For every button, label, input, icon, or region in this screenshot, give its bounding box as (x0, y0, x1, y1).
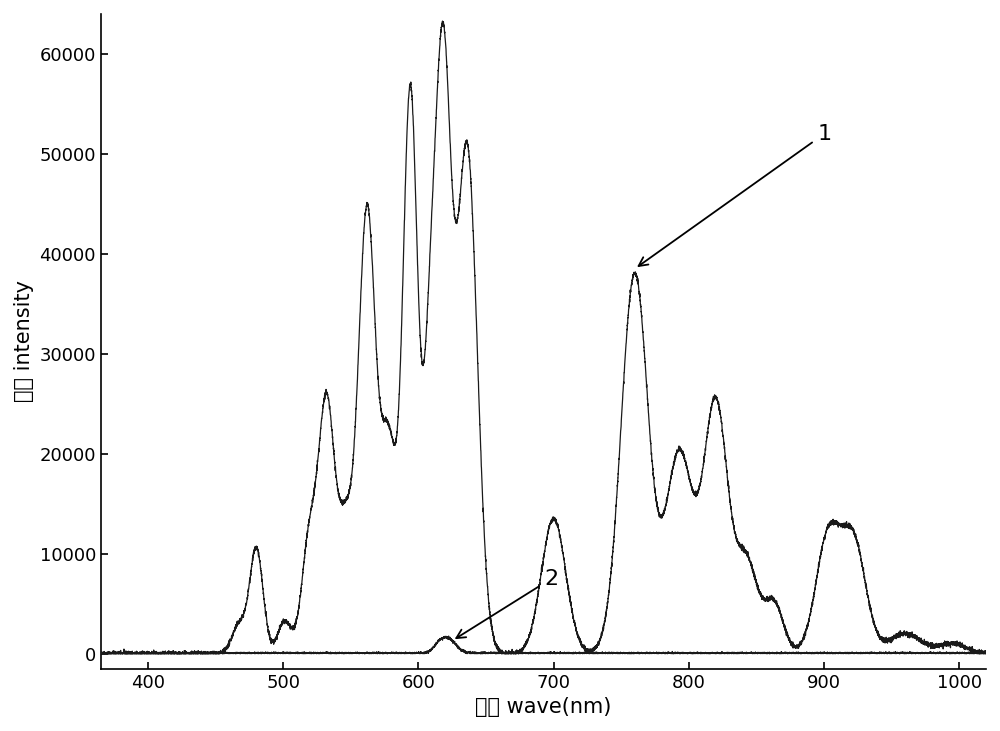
X-axis label: 波长 wave(nm): 波长 wave(nm) (475, 697, 612, 717)
Text: 2: 2 (456, 569, 558, 638)
Y-axis label: 强度 intensity: 强度 intensity (14, 280, 34, 402)
Text: 1: 1 (639, 124, 831, 266)
